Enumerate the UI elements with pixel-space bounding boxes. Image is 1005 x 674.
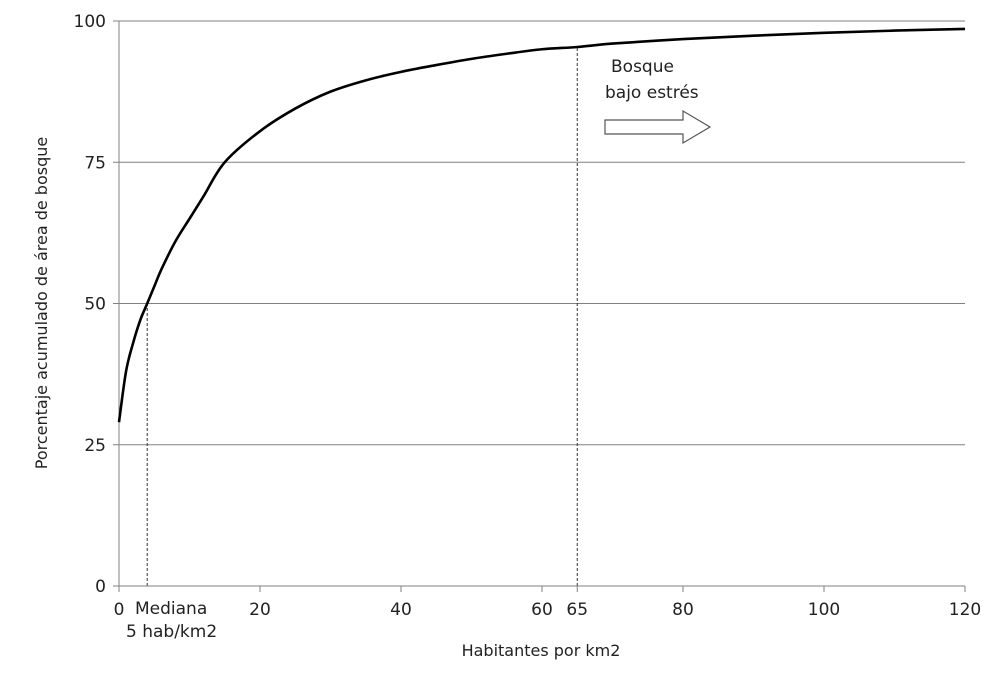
x-tick-label-6: 100 bbox=[808, 600, 840, 620]
x-tick-label-0: 0 bbox=[114, 600, 125, 620]
y-tick-label-0: 0 bbox=[95, 577, 106, 597]
x-axis-title: Habitantes por km2 bbox=[462, 641, 621, 660]
y-tick-label-1: 25 bbox=[84, 436, 106, 456]
y-tick-label-2: 50 bbox=[84, 295, 106, 315]
x-tick-label-7: 120 bbox=[949, 600, 981, 620]
median-annotation-line1: Mediana bbox=[135, 599, 207, 619]
y-tick-label-3: 75 bbox=[84, 153, 106, 173]
x-tick-label-2: 40 bbox=[390, 600, 412, 620]
y-axis-title: Porcentaje acumulado de área de bosque bbox=[32, 137, 51, 469]
stress-annotation-line2: bajo estrés bbox=[605, 83, 699, 103]
x-tick-label-4: 65 bbox=[566, 600, 588, 620]
x-tick-label-3: 60 bbox=[531, 600, 553, 620]
median-annotation-line2: 5 hab/km2 bbox=[126, 622, 217, 642]
stress-annotation-line1: Bosque bbox=[611, 57, 674, 77]
x-tick-label-5: 80 bbox=[672, 600, 694, 620]
x-tick-label-1: 20 bbox=[249, 600, 271, 620]
y-tick-label-4: 100 bbox=[74, 12, 106, 32]
